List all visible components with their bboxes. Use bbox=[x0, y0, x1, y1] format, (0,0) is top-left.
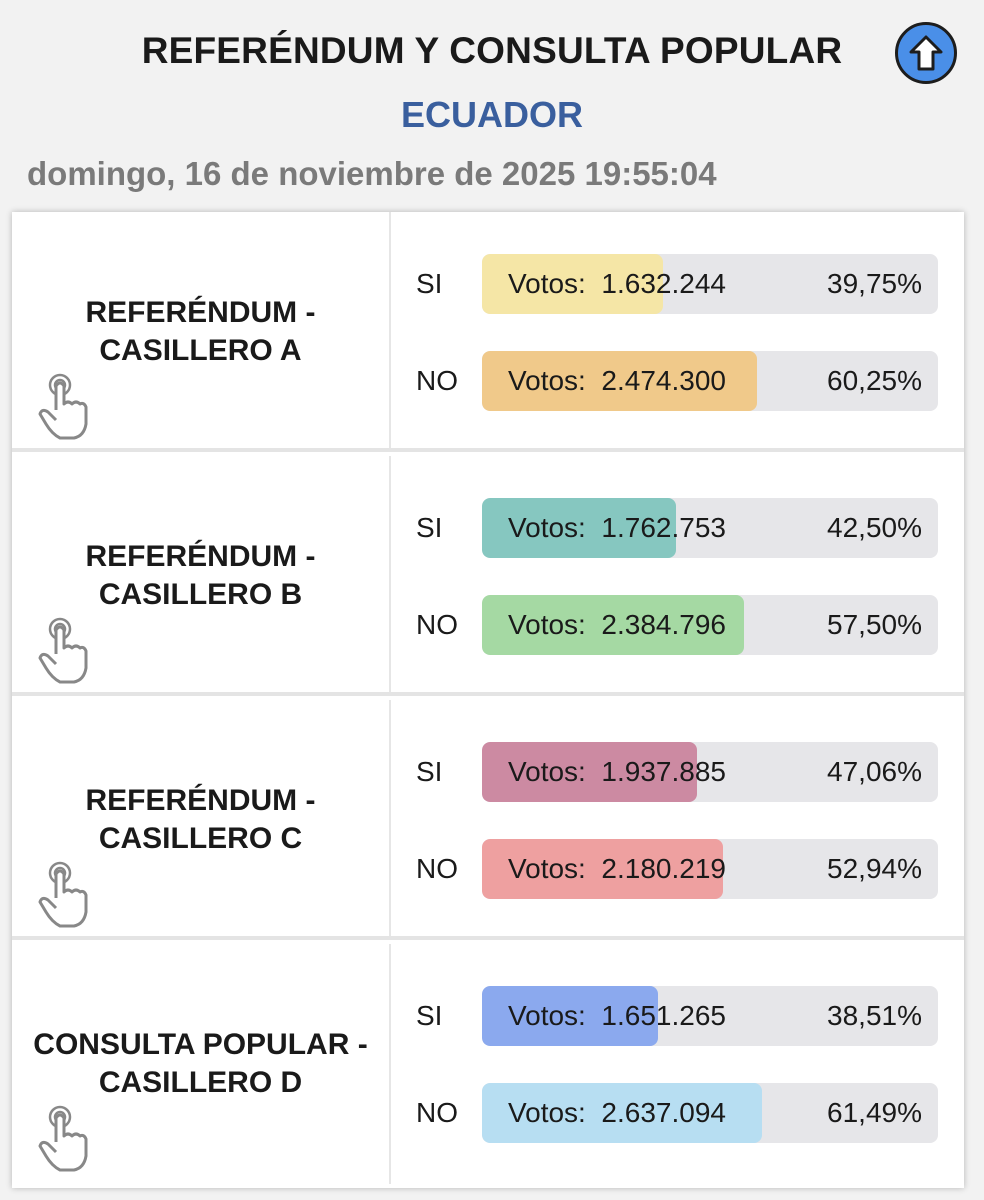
vote-count: Votos: 2.474.300 bbox=[508, 365, 726, 396]
vote-percent: 52,94% bbox=[827, 853, 922, 884]
option-label-no: NO bbox=[416, 853, 458, 884]
vote-bar-no[interactable]: Votos: 2.637.094 61,49% bbox=[482, 1083, 938, 1143]
tap-hand-icon bbox=[38, 617, 88, 684]
vote-bar-si[interactable]: Votos: 1.651.265 38,51% bbox=[482, 986, 938, 1046]
vote-percent: 38,51% bbox=[827, 1000, 922, 1031]
question-row-d: CONSULTA POPULAR - CASILLERO D SI Votos:… bbox=[12, 944, 964, 1184]
vote-count: Votos: 2.384.796 bbox=[508, 609, 726, 640]
vote-bar-no[interactable]: Votos: 2.474.300 60,25% bbox=[482, 351, 938, 411]
scroll-up-button[interactable] bbox=[895, 22, 957, 84]
vote-count: Votos: 1.632.244 bbox=[508, 268, 726, 299]
option-label-si: SI bbox=[416, 268, 443, 299]
question-cell-a[interactable]: REFERÉNDUM - CASILLERO A bbox=[12, 212, 391, 448]
tap-hand-icon bbox=[38, 1105, 88, 1172]
question-label: REFERÉNDUM - CASILLERO A bbox=[85, 296, 316, 367]
vote-percent: 60,25% bbox=[827, 365, 922, 396]
vote-bar-fill bbox=[482, 742, 697, 802]
page-header: REFERÉNDUM Y CONSULTA POPULAR ECUADOR do… bbox=[0, 0, 984, 212]
vote-percent: 57,50% bbox=[827, 609, 922, 640]
vote-bar-si[interactable]: Votos: 1.632.244 39,75% bbox=[482, 254, 938, 314]
timestamp: domingo, 16 de noviembre de 2025 19:55:0… bbox=[27, 155, 717, 192]
option-label-no: NO bbox=[416, 365, 458, 396]
vote-bar-fill bbox=[482, 1083, 763, 1143]
arrow-up-circle-icon bbox=[909, 35, 943, 71]
vote-bar-fill bbox=[482, 839, 724, 899]
question-label: CONSULTA POPULAR - CASILLERO D bbox=[33, 1028, 368, 1099]
country-subtitle: ECUADOR bbox=[400, 94, 583, 135]
question-cell-b[interactable]: REFERÉNDUM - CASILLERO B bbox=[12, 456, 391, 692]
vote-percent: 39,75% bbox=[827, 268, 922, 299]
vote-bar-fill bbox=[482, 498, 676, 558]
vote-bar-no[interactable]: Votos: 2.180.219 52,94% bbox=[482, 839, 938, 899]
option-label-no: NO bbox=[416, 609, 458, 640]
question-cell-d[interactable]: CONSULTA POPULAR - CASILLERO D bbox=[12, 944, 391, 1184]
vote-bar-fill bbox=[482, 595, 745, 655]
vote-percent: 61,49% bbox=[827, 1097, 922, 1128]
option-label-si: SI bbox=[416, 512, 443, 543]
vote-count: Votos: 2.637.094 bbox=[508, 1097, 726, 1128]
vote-bar-si[interactable]: Votos: 1.762.753 42,50% bbox=[482, 498, 938, 558]
results-panel: REFERÉNDUM - CASILLERO A SI Votos: 1.632… bbox=[12, 212, 964, 1188]
tap-hand-icon bbox=[38, 861, 88, 928]
option-label-no: NO bbox=[416, 1097, 458, 1128]
vote-bar-no[interactable]: Votos: 2.384.796 57,50% bbox=[482, 595, 938, 655]
option-label-si: SI bbox=[416, 756, 443, 787]
vote-bar-fill bbox=[482, 254, 664, 314]
page-title: REFERÉNDUM Y CONSULTA POPULAR bbox=[141, 30, 843, 71]
question-row-a: REFERÉNDUM - CASILLERO A SI Votos: 1.632… bbox=[12, 212, 964, 452]
vote-count: Votos: 1.937.885 bbox=[508, 756, 726, 787]
vote-percent: 47,06% bbox=[827, 756, 922, 787]
vote-count: Votos: 1.651.265 bbox=[508, 1000, 726, 1031]
option-label-si: SI bbox=[416, 1000, 443, 1031]
vote-bar-fill bbox=[482, 351, 757, 411]
vote-bar-fill bbox=[482, 986, 658, 1046]
vote-count: Votos: 1.762.753 bbox=[508, 512, 726, 543]
vote-count: Votos: 2.180.219 bbox=[508, 853, 726, 884]
question-label: REFERÉNDUM - CASILLERO C bbox=[85, 784, 316, 855]
question-row-c: REFERÉNDUM - CASILLERO C SI Votos: 1.937… bbox=[12, 700, 964, 940]
question-row-b: REFERÉNDUM - CASILLERO B SI Votos: 1.762… bbox=[12, 456, 964, 696]
question-label: REFERÉNDUM - CASILLERO B bbox=[85, 540, 316, 611]
vote-percent: 42,50% bbox=[827, 512, 922, 543]
vote-bar-si[interactable]: Votos: 1.937.885 47,06% bbox=[482, 742, 938, 802]
tap-hand-icon bbox=[38, 373, 88, 440]
question-cell-c[interactable]: REFERÉNDUM - CASILLERO C bbox=[12, 700, 391, 936]
